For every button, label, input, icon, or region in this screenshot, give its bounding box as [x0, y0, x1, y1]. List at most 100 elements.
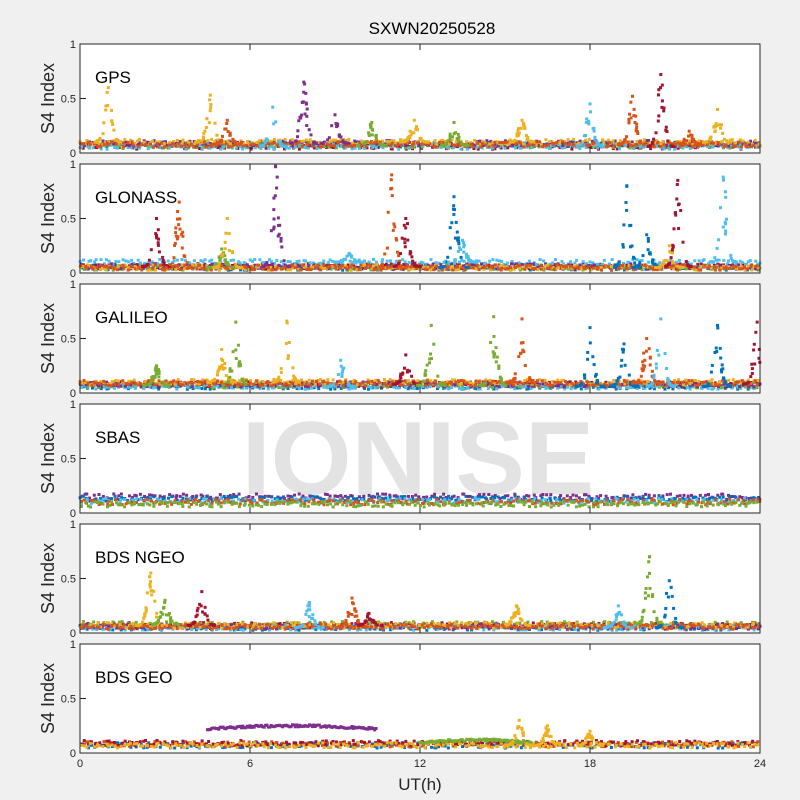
data-point	[478, 265, 482, 269]
data-point	[205, 268, 209, 272]
data-point	[199, 139, 203, 143]
data-point	[177, 200, 181, 204]
data-point	[421, 261, 425, 265]
data-point	[743, 385, 747, 389]
data-point	[176, 210, 180, 213]
data-point	[277, 232, 281, 236]
data-point	[630, 140, 634, 144]
data-point	[566, 141, 570, 145]
data-point	[559, 138, 563, 142]
data-point	[225, 386, 229, 390]
data-point	[158, 146, 162, 150]
data-point	[285, 143, 288, 146]
data-point	[522, 145, 526, 149]
data-point	[178, 268, 182, 271]
data-point	[301, 100, 305, 104]
data-point	[448, 265, 452, 269]
data-point	[546, 263, 550, 267]
data-point	[755, 264, 759, 268]
data-point	[373, 266, 377, 269]
data-point	[455, 264, 459, 268]
data-point	[81, 146, 85, 150]
data-point	[479, 142, 483, 146]
data-point	[542, 259, 546, 263]
data-point	[130, 258, 134, 262]
data-point	[304, 91, 308, 95]
data-point	[459, 248, 463, 251]
data-point	[651, 385, 655, 389]
data-point	[462, 250, 466, 254]
data-point	[298, 268, 302, 272]
data-point	[99, 387, 103, 391]
data-point	[232, 385, 236, 388]
data-point	[398, 140, 402, 144]
data-point	[741, 262, 745, 266]
data-point	[131, 143, 135, 147]
data-point	[87, 259, 91, 263]
data-point	[463, 264, 467, 268]
data-point	[727, 144, 730, 148]
data-point	[340, 260, 344, 263]
data-point	[189, 142, 193, 146]
data-point	[175, 139, 179, 142]
data-point	[241, 386, 245, 390]
data-point	[198, 143, 202, 147]
data-point	[646, 144, 650, 148]
data-point	[572, 137, 576, 141]
data-point	[226, 130, 230, 133]
data-point	[477, 268, 481, 271]
data-point	[652, 137, 656, 141]
data-point	[584, 138, 588, 142]
data-point	[273, 138, 276, 141]
data-point	[549, 144, 553, 147]
data-point	[457, 242, 461, 246]
data-point	[102, 264, 106, 268]
data-point	[295, 387, 299, 391]
data-point	[505, 265, 509, 269]
data-point	[354, 259, 358, 263]
data-point	[137, 266, 141, 270]
data-point	[281, 266, 285, 270]
data-point	[674, 142, 677, 146]
data-point	[191, 267, 195, 271]
data-point	[102, 121, 106, 125]
data-point	[539, 263, 543, 267]
data-point	[256, 382, 260, 386]
chart-title: SXWN20250528	[369, 19, 496, 38]
data-point	[596, 146, 600, 150]
data-point	[584, 143, 588, 147]
data-point	[202, 131, 206, 135]
data-point	[106, 86, 110, 90]
data-point	[199, 259, 203, 263]
data-point	[266, 141, 270, 145]
data-point	[156, 145, 160, 149]
data-point	[562, 265, 566, 269]
data-point	[724, 222, 728, 226]
data-point	[412, 131, 416, 135]
data-point	[728, 146, 732, 150]
data-point	[263, 143, 267, 147]
data-point	[721, 175, 725, 179]
data-point	[492, 267, 495, 271]
data-point	[671, 251, 674, 255]
data-point	[623, 268, 626, 272]
data-point	[672, 261, 675, 265]
data-point	[224, 127, 228, 131]
data-point	[304, 102, 308, 106]
data-point	[526, 136, 530, 140]
data-point	[412, 142, 416, 146]
data-point	[738, 138, 742, 142]
data-point	[312, 384, 316, 388]
data-point	[240, 140, 243, 144]
data-point	[613, 139, 617, 143]
data-point	[460, 258, 464, 262]
data-point	[567, 263, 571, 267]
data-point	[314, 141, 318, 145]
data-point	[129, 265, 133, 269]
data-point	[432, 268, 436, 272]
data-point	[391, 266, 394, 270]
data-point	[368, 264, 372, 268]
data-point	[285, 264, 289, 268]
data-point	[746, 264, 750, 268]
data-point	[219, 147, 223, 151]
